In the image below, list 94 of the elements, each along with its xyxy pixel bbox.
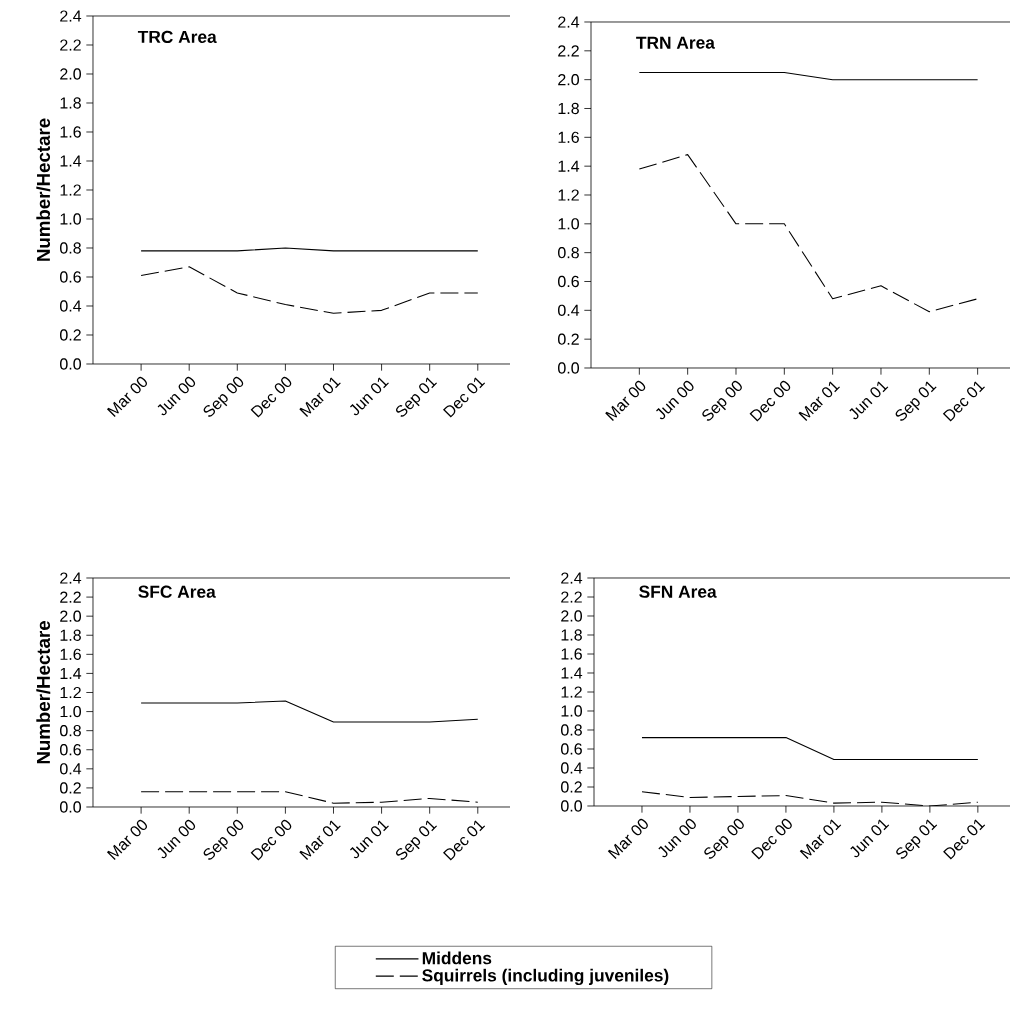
- y-tick-label: 0.8: [60, 242, 81, 254]
- x-tick-label: Dec 01: [443, 377, 486, 418]
- y-tick-label: 1.6: [60, 126, 81, 138]
- y-tick-label: 1.0: [561, 705, 583, 717]
- x-tick-label: Jun 01: [849, 381, 889, 420]
- y-tick-label: 0.6: [60, 744, 81, 756]
- x-tick-label: Mar 01: [299, 377, 341, 417]
- y-tick-label: 2.4: [558, 16, 580, 28]
- x-tick-label: Jun 00: [157, 376, 196, 416]
- y-tick-label: 0.6: [558, 275, 579, 288]
- y-tick-label: 0.4: [558, 304, 580, 316]
- y-tick-label: 2.0: [60, 68, 82, 80]
- y-tick-label: 0.8: [558, 247, 579, 259]
- y-axis-title: Number/Hectare: [36, 118, 51, 261]
- y-tick-label: 0.2: [60, 782, 81, 794]
- x-tick-label: Sep 00: [203, 819, 244, 860]
- y-tick-label: 0.4: [561, 762, 583, 774]
- y-tick-label: 0.6: [561, 743, 582, 755]
- x-tick-label: Sep 01: [395, 377, 438, 417]
- y-tick-label: 0.2: [60, 329, 81, 341]
- y-tick-label: 2.2: [561, 591, 582, 603]
- y-tick-label: 1.4: [561, 667, 583, 679]
- x-tick-label: Jun 00: [658, 818, 696, 858]
- y-tick-label: 0.2: [558, 333, 579, 345]
- x-tick-label: Sep 01: [895, 381, 937, 421]
- y-tick-label: 0.2: [561, 781, 582, 793]
- x-tick-label: Dec 00: [749, 380, 791, 422]
- y-tick-label: 2.2: [558, 45, 579, 57]
- x-tick-label: Jun 01: [350, 377, 389, 416]
- y-tick-label: 0.8: [561, 724, 582, 736]
- y-tick-label: 1.2: [561, 686, 582, 698]
- text: TRC Area: [137, 30, 217, 44]
- y-tick-label: 1.2: [60, 184, 81, 196]
- chart-title: SFC Area: [138, 585, 216, 598]
- legend-label: Middens: [422, 951, 492, 965]
- x-tick-label: Mar 00: [106, 376, 147, 417]
- y-tick-label: 2.4: [561, 572, 583, 584]
- x-tick-label: Dec 00: [250, 819, 292, 861]
- y-tick-label: 1.6: [558, 131, 579, 143]
- y-tick-label: 2.2: [60, 39, 81, 51]
- x-tick-label: Dec 00: [751, 818, 792, 860]
- x-tick-label: Sep 00: [704, 818, 744, 859]
- y-tick-label: 1.8: [558, 102, 579, 115]
- y-tick-label: 2.0: [558, 74, 580, 86]
- y-tick-label: 1.0: [558, 218, 580, 230]
- y-tick-label: 2.0: [561, 610, 583, 622]
- x-tick-label: Mar 00: [605, 380, 646, 421]
- y-tick-label: 0.8: [60, 725, 81, 737]
- y-tick-label: 1.4: [60, 155, 82, 167]
- x-tick-label: Sep 00: [203, 376, 244, 417]
- x-tick-label: Jun 00: [656, 380, 694, 420]
- y-tick-label: 0.4: [60, 300, 82, 312]
- y-tick-label: 0.4: [60, 763, 82, 775]
- x-tick-label: Mar 00: [106, 819, 147, 860]
- y-tick-label: 1.6: [561, 648, 582, 660]
- x-tick-label: Dec 00: [250, 376, 292, 418]
- y-tick-label: 1.8: [60, 629, 81, 641]
- y-tick-label: 1.0: [60, 705, 82, 718]
- y-tick-label: 0.0: [558, 362, 580, 374]
- y-tick-label: 0.6: [60, 271, 81, 283]
- y-tick-label: 1.8: [60, 97, 81, 109]
- text: TRN Area: [636, 36, 715, 49]
- x-tick-label: Mar 00: [607, 818, 648, 859]
- x-tick-label: Mar 01: [798, 381, 840, 421]
- x-tick-label: Mar 01: [799, 819, 842, 859]
- y-tick-label: 1.0: [60, 213, 82, 225]
- y-tick-label: 1.4: [558, 160, 580, 172]
- x-tick-label: Dec 01: [943, 819, 986, 860]
- chart-title: SFN Area: [639, 585, 717, 598]
- y-axis-title: Number/Hectare: [36, 621, 51, 764]
- x-tick-label: Jun 01: [850, 819, 890, 858]
- x-tick-label: Sep 01: [896, 819, 938, 859]
- y-tick-label: 1.2: [60, 686, 81, 699]
- y-tick-label: 1.2: [558, 189, 579, 201]
- x-tick-label: Mar 01: [299, 820, 341, 860]
- line-series: [638, 154, 979, 313]
- y-tick-label: 0.0: [561, 800, 583, 812]
- x-tick-label: Sep 01: [395, 820, 438, 860]
- y-tick-label: 2.4: [60, 10, 82, 22]
- y-tick-label: 2.0: [60, 610, 82, 622]
- y-tick-label: 0.0: [60, 358, 82, 370]
- legend-label: Squirrels (including juveniles): [422, 968, 669, 986]
- x-tick-label: Dec 01: [443, 820, 486, 861]
- x-tick-label: Jun 01: [350, 820, 389, 859]
- line-series: [140, 266, 479, 314]
- y-tick-label: 0.0: [60, 801, 82, 813]
- x-tick-label: Jun 00: [157, 819, 196, 859]
- x-tick-label: Dec 01: [942, 381, 985, 422]
- y-tick-label: 1.6: [60, 648, 81, 660]
- y-tick-label: 1.8: [561, 629, 582, 641]
- y-tick-label: 1.4: [60, 667, 82, 679]
- y-tick-label: 2.4: [60, 572, 82, 584]
- y-tick-label: 2.2: [60, 591, 81, 603]
- x-tick-label: Sep 00: [702, 380, 742, 421]
